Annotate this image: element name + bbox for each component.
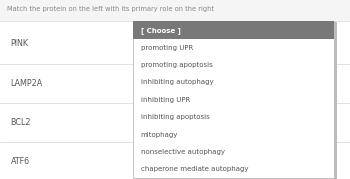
FancyBboxPatch shape (133, 21, 334, 178)
Text: [ Choose ]: [ Choose ] (144, 158, 179, 165)
FancyBboxPatch shape (0, 142, 350, 179)
Text: PINK: PINK (10, 39, 28, 48)
Text: LAMP2A: LAMP2A (10, 79, 43, 88)
Text: [ Choose ]: [ Choose ] (141, 27, 181, 34)
Text: inhibiting UPR: inhibiting UPR (141, 97, 190, 103)
Text: promoting UPR: promoting UPR (141, 45, 193, 51)
Text: BCL2: BCL2 (10, 118, 31, 127)
Text: ▾: ▾ (323, 157, 327, 166)
FancyBboxPatch shape (135, 151, 332, 171)
Text: ATF6: ATF6 (10, 157, 30, 166)
Text: inhibiting apoptosis: inhibiting apoptosis (141, 114, 209, 120)
FancyBboxPatch shape (0, 21, 350, 64)
Text: chaperone mediate autophagy: chaperone mediate autophagy (141, 166, 248, 172)
Text: inhibiting autophagy: inhibiting autophagy (141, 79, 214, 85)
Text: nonselective autophagy: nonselective autophagy (141, 149, 225, 155)
Text: [ Choose ]: [ Choose ] (144, 40, 179, 47)
FancyBboxPatch shape (135, 34, 332, 54)
Text: promoting apoptosis: promoting apoptosis (141, 62, 212, 68)
FancyBboxPatch shape (0, 64, 350, 103)
Text: Match the protein on the left with its primary role on the right: Match the protein on the left with its p… (7, 6, 214, 12)
FancyBboxPatch shape (0, 103, 350, 142)
Text: ▾: ▾ (323, 39, 327, 48)
FancyBboxPatch shape (133, 21, 334, 39)
Text: mitophagy: mitophagy (141, 132, 178, 138)
FancyBboxPatch shape (134, 22, 337, 179)
